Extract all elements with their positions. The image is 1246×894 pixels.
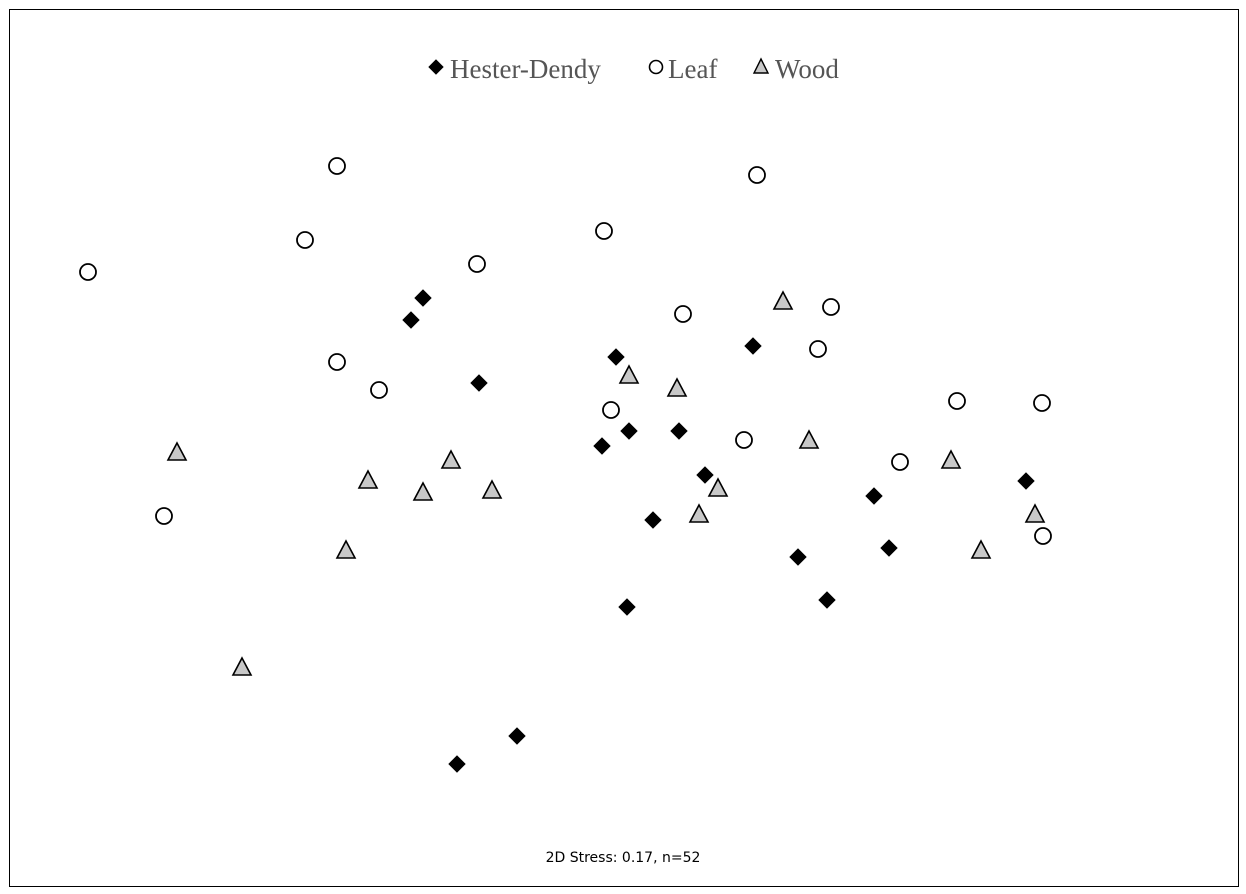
point-wood-9 xyxy=(666,377,688,397)
point-wood-4 xyxy=(440,449,462,469)
legend-item-hester-dendy: Hester-Dendy xyxy=(428,54,601,84)
point-wood-11 xyxy=(798,429,820,449)
point-hester-dendy-13 xyxy=(448,755,466,773)
point-leaf-2 xyxy=(328,157,346,175)
point-hester-dendy-10 xyxy=(644,511,662,529)
point-wood-5 xyxy=(481,479,503,499)
point-leaf-4 xyxy=(468,255,486,273)
point-wood-14 xyxy=(940,449,962,469)
point-hester-dendy-3 xyxy=(470,374,488,392)
point-wood-10 xyxy=(772,290,794,310)
point-leaf-16 xyxy=(891,453,909,471)
point-wood-13 xyxy=(688,503,710,523)
point-hester-dendy-8 xyxy=(670,422,688,440)
point-leaf-1 xyxy=(79,263,97,281)
point-wood-12 xyxy=(707,477,729,497)
legend-label-hester-dendy: Hester-Dendy xyxy=(450,54,601,84)
point-hester-dendy-2 xyxy=(402,311,420,329)
point-hester-dendy-12 xyxy=(508,727,526,745)
point-hester-dendy-18 xyxy=(1017,472,1035,490)
point-leaf-15 xyxy=(1033,394,1051,412)
point-hester-dendy-15 xyxy=(818,591,836,609)
point-leaf-12 xyxy=(602,401,620,419)
point-leaf-17 xyxy=(155,507,173,525)
point-hester-dendy-11 xyxy=(618,598,636,616)
point-leaf-18 xyxy=(1034,527,1052,545)
point-hester-dendy-14 xyxy=(789,548,807,566)
chart-frame xyxy=(9,9,1239,887)
point-wood-2 xyxy=(357,469,379,489)
point-hester-dendy-17 xyxy=(880,539,898,557)
point-leaf-10 xyxy=(328,353,346,371)
legend-marker-diamond xyxy=(428,59,444,75)
point-wood-7 xyxy=(231,656,253,676)
point-leaf-3 xyxy=(296,231,314,249)
legend: Hester-Dendy Leaf Wood xyxy=(428,54,839,84)
point-wood-8 xyxy=(618,364,640,384)
point-wood-15 xyxy=(970,539,992,559)
point-leaf-8 xyxy=(822,298,840,316)
legend-label-leaf: Leaf xyxy=(668,54,717,84)
point-hester-dendy-7 xyxy=(620,422,638,440)
point-hester-dendy-6 xyxy=(593,437,611,455)
point-wood-1 xyxy=(166,441,188,461)
point-leaf-9 xyxy=(809,340,827,358)
legend-item-leaf: Leaf xyxy=(648,54,717,84)
stress-annotation: 2D Stress: 0.17, n=52 xyxy=(546,850,701,866)
point-wood-16 xyxy=(1024,503,1046,523)
point-wood-6 xyxy=(335,539,357,559)
point-leaf-11 xyxy=(370,381,388,399)
legend-label-wood: Wood xyxy=(775,54,839,84)
point-leaf-7 xyxy=(674,305,692,323)
point-hester-dendy-4 xyxy=(607,348,625,366)
point-hester-dendy-1 xyxy=(414,289,432,307)
point-leaf-6 xyxy=(748,166,766,184)
point-leaf-5 xyxy=(595,222,613,240)
legend-marker-circle xyxy=(648,59,664,75)
point-hester-dendy-9 xyxy=(696,466,714,484)
point-leaf-14 xyxy=(948,392,966,410)
point-hester-dendy-16 xyxy=(865,487,883,505)
point-wood-3 xyxy=(412,481,434,501)
point-leaf-13 xyxy=(735,431,753,449)
legend-marker-triangle xyxy=(752,57,770,74)
point-hester-dendy-5 xyxy=(744,337,762,355)
points-layer xyxy=(79,157,1052,773)
legend-item-wood: Wood xyxy=(752,54,839,84)
